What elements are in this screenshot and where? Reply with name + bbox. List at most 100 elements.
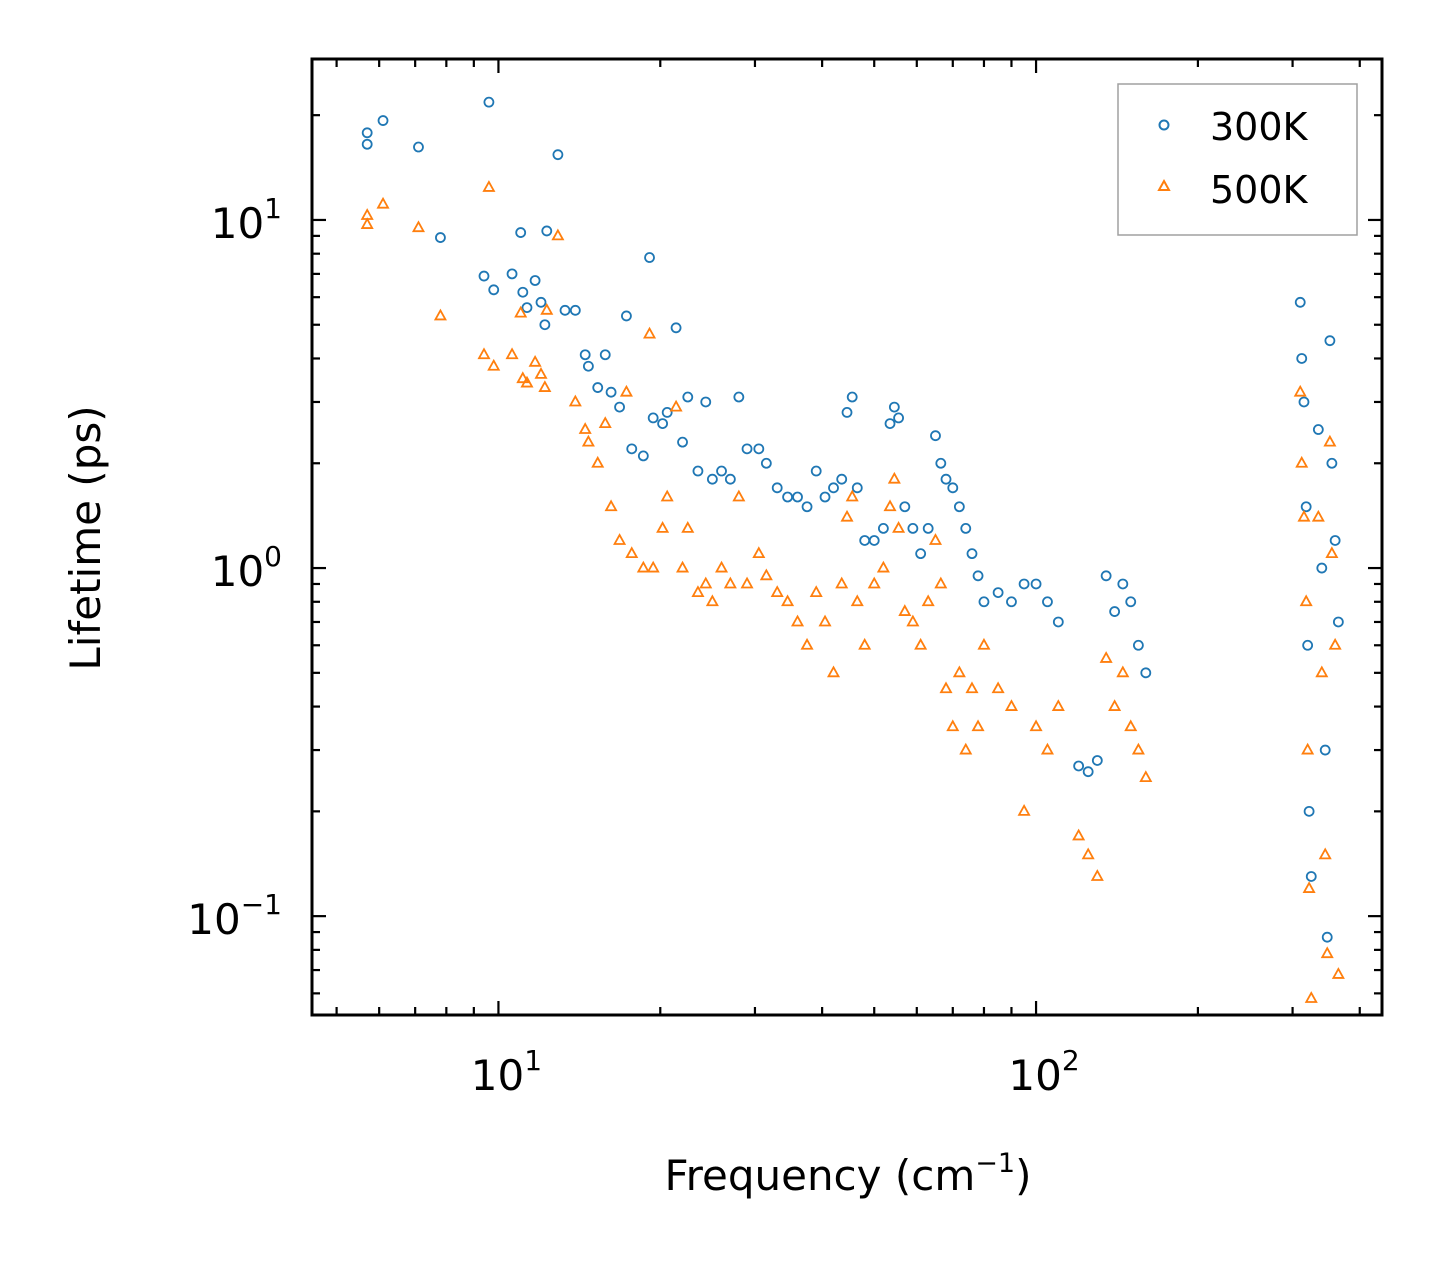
data-point-300K <box>706 473 718 485</box>
data-point-500K <box>636 560 650 573</box>
data-point-300K <box>1091 755 1103 766</box>
data-point-300K <box>877 522 889 534</box>
data-point-500K <box>1051 699 1065 711</box>
data-point-300K <box>599 349 611 361</box>
data-point-500K <box>946 719 960 732</box>
data-point-300K <box>614 401 625 413</box>
data-point-500K <box>883 499 897 512</box>
data-point-300K <box>1073 760 1085 772</box>
data-point-500K <box>1108 699 1122 711</box>
data-point-300K <box>605 386 617 398</box>
data-point-300K <box>828 482 839 494</box>
data-point-500K <box>921 594 935 607</box>
data-point-500K <box>971 719 985 732</box>
data-point-500K <box>691 585 705 598</box>
data-point-300K <box>893 412 904 424</box>
data-point-500K <box>487 358 501 371</box>
data-point-500K <box>1320 946 1334 959</box>
data-point-500K <box>1090 869 1104 881</box>
data-point-300K <box>692 465 704 477</box>
data-point-500K <box>1328 637 1342 650</box>
y-axis-label: Lifetime (ps) <box>61 405 110 670</box>
data-point-300K <box>517 286 529 298</box>
data-point-500K <box>681 521 695 533</box>
data-point-300K <box>1140 667 1152 679</box>
data-point-500K <box>1017 804 1031 816</box>
data-point-300K <box>960 522 972 534</box>
data-point-500K <box>482 180 496 192</box>
y-tick-label: 10−1 <box>187 888 282 944</box>
data-point-500K <box>770 585 784 598</box>
data-point-500K <box>939 681 953 694</box>
data-point-500K <box>660 489 674 502</box>
x-tick-label: 101 <box>471 1044 542 1100</box>
data-point-500K <box>643 326 657 339</box>
legend: 300K 500K <box>1117 83 1358 236</box>
data-point-300K <box>1042 596 1053 608</box>
data-point-500K <box>1081 847 1095 860</box>
data-point-500K <box>818 614 832 627</box>
data-point-500K <box>800 637 814 650</box>
data-point-500K <box>540 302 554 315</box>
data-point-300K <box>992 587 1004 599</box>
legend-box <box>1117 83 1358 236</box>
data-point-500K <box>656 521 670 533</box>
data-point-300K <box>700 396 712 408</box>
data-point-300K <box>753 443 765 455</box>
data-point-500K <box>676 560 690 573</box>
data-point-500K <box>514 305 528 318</box>
x-axis-label: Frequency (cm−1) <box>665 1148 1032 1200</box>
data-point-500K <box>840 509 854 522</box>
data-point-300K <box>488 284 500 296</box>
data-point-300K <box>682 391 694 403</box>
data-point-500K <box>906 614 920 627</box>
data-point-500K <box>715 560 729 573</box>
data-point-500K <box>752 546 766 559</box>
data-point-500K <box>1315 665 1329 678</box>
data-point-500K <box>1131 742 1145 755</box>
legend-marker-300K <box>1158 119 1170 131</box>
data-point-500K <box>1311 509 1325 522</box>
data-point-500K <box>914 637 928 650</box>
data-point-500K <box>867 576 881 589</box>
data-point-500K <box>858 637 872 650</box>
data-point-300K <box>1082 766 1094 778</box>
data-point-300K <box>953 501 965 513</box>
data-point-300K <box>1326 457 1338 469</box>
data-point-300K <box>1298 396 1310 408</box>
data-point-300K <box>760 457 772 469</box>
data-point-300K <box>851 482 863 494</box>
data-point-300K <box>1109 606 1121 617</box>
data-point-500K <box>876 560 890 573</box>
data-point-300K <box>1329 535 1341 546</box>
data-point-300K <box>741 443 753 455</box>
data-point-500K <box>1293 384 1307 397</box>
data-point-300K <box>930 430 941 442</box>
data-point-300K <box>1052 616 1064 628</box>
data-point-300K <box>884 418 896 430</box>
data-point-300K <box>521 302 533 314</box>
data-point-500K <box>1331 967 1345 979</box>
data-point-500K <box>898 604 912 616</box>
data-point-300K <box>792 491 803 503</box>
data-point-300K <box>569 304 581 316</box>
data-point-300K <box>535 296 547 308</box>
data-point-300K <box>724 473 736 485</box>
data-point-300K <box>506 268 518 280</box>
data-point-300K <box>552 149 564 161</box>
data-point-300K <box>771 482 783 494</box>
data-point-300K <box>541 225 553 237</box>
data-point-500K <box>646 560 660 573</box>
data-point-500K <box>887 471 901 484</box>
data-point-500K <box>1040 742 1054 755</box>
data-point-500K <box>1139 770 1153 783</box>
data-point-500K <box>1318 847 1332 860</box>
data-point-300K <box>1006 596 1017 608</box>
data-point-500K <box>411 220 426 233</box>
data-point-500K <box>591 455 605 468</box>
data-point-500K <box>1323 434 1337 447</box>
data-point-300K <box>626 443 638 455</box>
data-point-300K <box>435 232 446 243</box>
data-point-300K <box>1324 335 1336 347</box>
data-point-500K <box>781 594 795 607</box>
